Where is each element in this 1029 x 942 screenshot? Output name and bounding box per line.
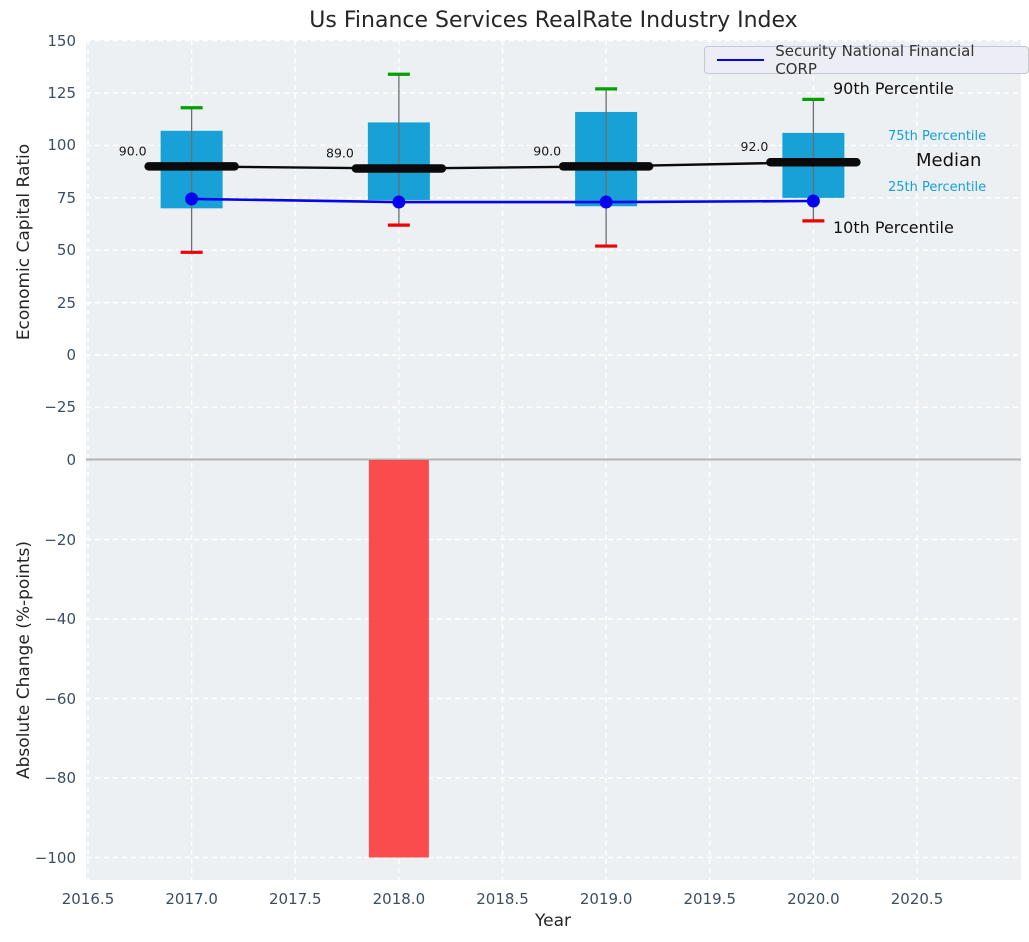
annotation-25th-percentile: 25th Percentile bbox=[888, 180, 987, 195]
x-tick-label: 2018.5 bbox=[476, 890, 529, 908]
y-axis-label-bottom: Absolute Change (%-points) bbox=[14, 541, 34, 779]
annotation-90th-percentile: 90th Percentile bbox=[833, 79, 954, 98]
y-tick-label-top: 100 bbox=[47, 136, 76, 155]
y-tick-label-bottom: −60 bbox=[44, 689, 76, 708]
x-tick-label: 2019.0 bbox=[579, 890, 633, 908]
annotation-75th-percentile: 75th Percentile bbox=[888, 129, 987, 144]
x-tick-label: 2017.5 bbox=[269, 890, 322, 908]
y-tick-label-top: 150 bbox=[47, 31, 76, 50]
legend-line-sample bbox=[717, 59, 765, 61]
legend-label: Security National Financial CORP bbox=[775, 42, 975, 78]
y-tick-label-bottom: −20 bbox=[44, 530, 76, 549]
x-tick-label: 2016.5 bbox=[61, 890, 115, 908]
legend: Security National Financial CORP bbox=[704, 42, 1029, 78]
y-tick-label-top: 125 bbox=[47, 84, 76, 103]
y-tick-label-top: 0 bbox=[66, 346, 76, 364]
y-tick-label-bottom: 0 bbox=[66, 451, 76, 469]
x-tick-label: 2018.0 bbox=[372, 890, 426, 908]
x-tick-label: 2020.5 bbox=[890, 890, 944, 908]
plot-area bbox=[86, 40, 1021, 880]
y-tick-label-top: −25 bbox=[44, 398, 76, 417]
x-axis-label: Year bbox=[535, 911, 571, 931]
x-tick-label: 2020.0 bbox=[787, 890, 840, 908]
chart-title: Us Finance Services RealRate Industry In… bbox=[309, 8, 798, 33]
y-tick-label-top: 75 bbox=[56, 188, 76, 207]
x-tick-label: 2019.5 bbox=[683, 890, 737, 908]
annotation-median: Median bbox=[916, 150, 982, 171]
y-tick-label-bottom: −100 bbox=[34, 848, 76, 867]
y-tick-label-bottom: −40 bbox=[44, 610, 76, 628]
y-tick-label-bottom: −80 bbox=[44, 769, 76, 787]
y-tick-label-top: 25 bbox=[56, 293, 76, 312]
annotation-10th-percentile: 10th Percentile bbox=[833, 218, 954, 237]
y-tick-label-top: 50 bbox=[56, 241, 76, 260]
x-tick-label: 2017.0 bbox=[165, 890, 218, 908]
